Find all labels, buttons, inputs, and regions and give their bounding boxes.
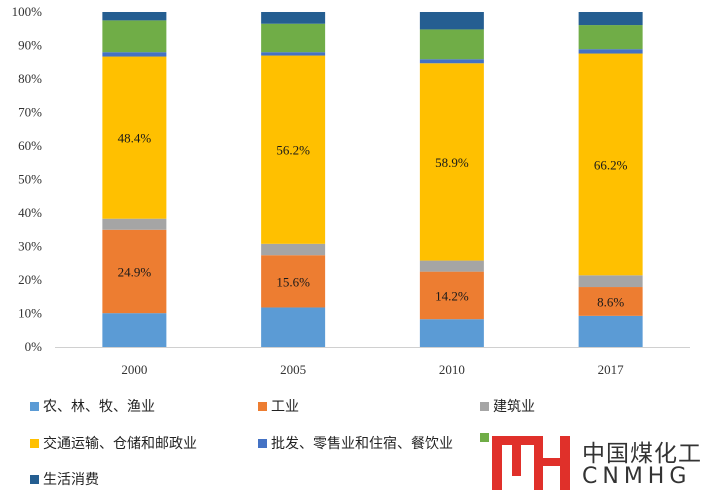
bar-segment bbox=[578, 53, 643, 276]
x-tick-label: 2000 bbox=[121, 362, 147, 377]
bar-segment bbox=[102, 313, 167, 347]
logo-mark-icon bbox=[492, 436, 570, 490]
y-axis: 0% 10% 20% 30% 40% 50% 60% 70% 80% 90% 100% bbox=[12, 4, 43, 354]
x-tick-label: 2017 bbox=[598, 362, 625, 377]
data-label: 15.6% bbox=[276, 274, 310, 289]
bar-segment bbox=[261, 23, 326, 53]
data-label: 56.2% bbox=[276, 143, 310, 158]
logo-text-en: CNMHG bbox=[582, 464, 692, 489]
bar-segment bbox=[102, 218, 167, 230]
watermark-logo: 中国煤化工 CNMHG bbox=[490, 432, 702, 494]
bar-segment bbox=[578, 49, 643, 54]
bar-segment bbox=[261, 243, 326, 256]
y-tick-label: 40% bbox=[18, 205, 42, 220]
bar-segment bbox=[102, 229, 167, 314]
bar-segment bbox=[578, 12, 643, 26]
bar-segment bbox=[419, 63, 484, 261]
y-tick-label: 60% bbox=[18, 138, 42, 153]
bar-segment bbox=[419, 319, 484, 347]
bar-segment bbox=[419, 12, 484, 30]
y-tick-label: 70% bbox=[18, 105, 42, 120]
bar-segment bbox=[419, 271, 484, 320]
bar-segment bbox=[102, 52, 167, 57]
bar-segment bbox=[261, 52, 326, 56]
data-label: 24.9% bbox=[118, 264, 152, 279]
bar-segment bbox=[261, 307, 326, 347]
bar-segment bbox=[261, 255, 326, 308]
data-label: 8.6% bbox=[597, 294, 624, 309]
data-label: 48.4% bbox=[118, 131, 152, 146]
bar-segment bbox=[102, 12, 167, 21]
logo-text-cn: 中国煤化工 bbox=[582, 441, 702, 467]
y-tick-label: 100% bbox=[12, 4, 43, 19]
x-tick-label: 2005 bbox=[280, 362, 306, 377]
y-tick-label: 0% bbox=[25, 339, 43, 354]
y-tick-label: 90% bbox=[18, 38, 42, 53]
bars bbox=[102, 12, 643, 347]
bar-segment bbox=[578, 287, 643, 316]
y-tick-label: 50% bbox=[18, 172, 42, 187]
y-tick-label: 10% bbox=[18, 306, 42, 321]
y-tick-label: 80% bbox=[18, 71, 42, 86]
bar-segment bbox=[419, 29, 484, 60]
x-axis: 2000 2005 2010 2017 bbox=[55, 347, 690, 377]
bar-segment bbox=[419, 260, 484, 272]
bar-segment bbox=[578, 25, 643, 50]
bar-segment bbox=[261, 12, 326, 24]
data-labels: 24.9% 48.4% 15.6% 56.2% 14.2% 58.9% 8.6% 66.2% bbox=[118, 131, 628, 310]
bar-segment bbox=[102, 20, 167, 53]
y-tick-label: 30% bbox=[18, 239, 42, 254]
bar-segment bbox=[261, 55, 326, 244]
data-label: 14.2% bbox=[435, 288, 469, 303]
bar-segment bbox=[578, 315, 643, 347]
bar-segment bbox=[578, 275, 643, 288]
data-label: 66.2% bbox=[594, 157, 628, 172]
x-tick-label: 2010 bbox=[439, 362, 465, 377]
bar-segment bbox=[102, 56, 167, 219]
bar-segment bbox=[419, 59, 484, 64]
y-tick-label: 20% bbox=[18, 272, 42, 287]
data-label: 58.9% bbox=[435, 155, 469, 170]
